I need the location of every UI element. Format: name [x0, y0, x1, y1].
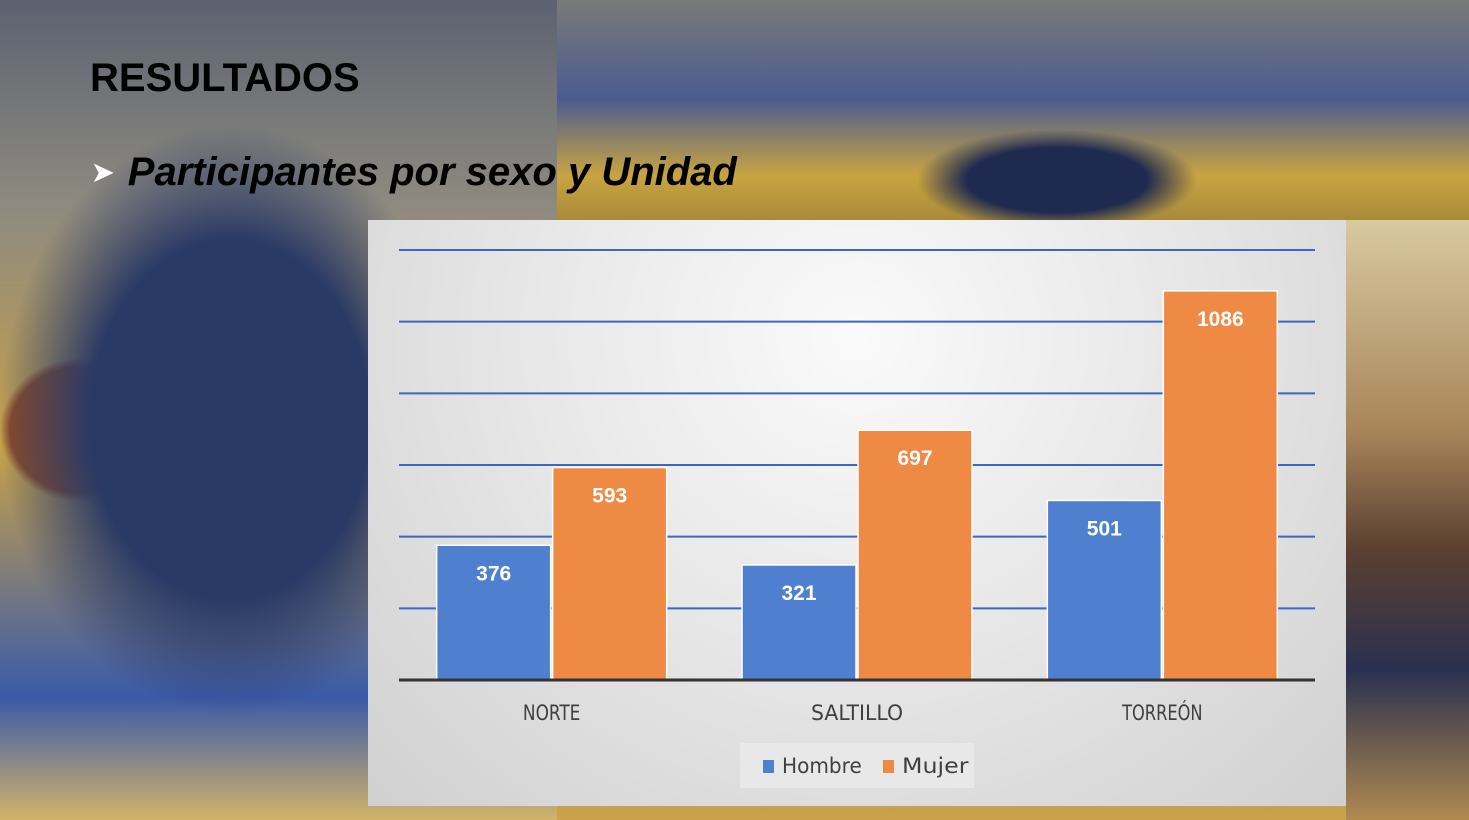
legend-swatch-mujer	[883, 760, 894, 773]
bar-mujer	[1162, 290, 1279, 681]
background-photo-game	[557, 0, 1469, 220]
legend	[740, 743, 974, 788]
bar-chart: 376 593 NORTE 321 697 SALTILLO 501 1086 TORREÓN H…	[368, 220, 1346, 806]
arrow-bullet-icon: ➤	[92, 157, 114, 187]
data-label: 321	[781, 582, 816, 605]
chart-svg: 376 593 NORTE 321 697 SALTILLO 501 1086 TORREÓN H…	[399, 249, 1315, 788]
data-label: 697	[897, 447, 932, 470]
category-label: NORTE	[523, 701, 581, 725]
category-label: TORREÓN	[1121, 700, 1202, 725]
data-label: 501	[1087, 517, 1122, 540]
bar-mujer	[551, 466, 668, 681]
data-label: 593	[592, 485, 627, 508]
category-label: SALTILLO	[811, 701, 903, 725]
data-label: 376	[476, 562, 511, 585]
legend-label: Mujer	[902, 754, 969, 778]
data-label: 1086	[1197, 308, 1244, 331]
legend-label: Hombre	[782, 754, 862, 778]
slide-bullet: ➤ Participantes por sexo y Unidad	[92, 150, 737, 195]
legend-swatch-hombre	[763, 760, 774, 773]
background-photo-team	[1346, 220, 1469, 820]
bar-mujer	[857, 429, 973, 681]
bar-hombre	[741, 564, 857, 681]
slide-title: RESULTADOS	[90, 56, 360, 100]
bar-hombre	[435, 544, 552, 681]
bullet-text: Participantes por sexo y Unidad	[127, 150, 737, 194]
